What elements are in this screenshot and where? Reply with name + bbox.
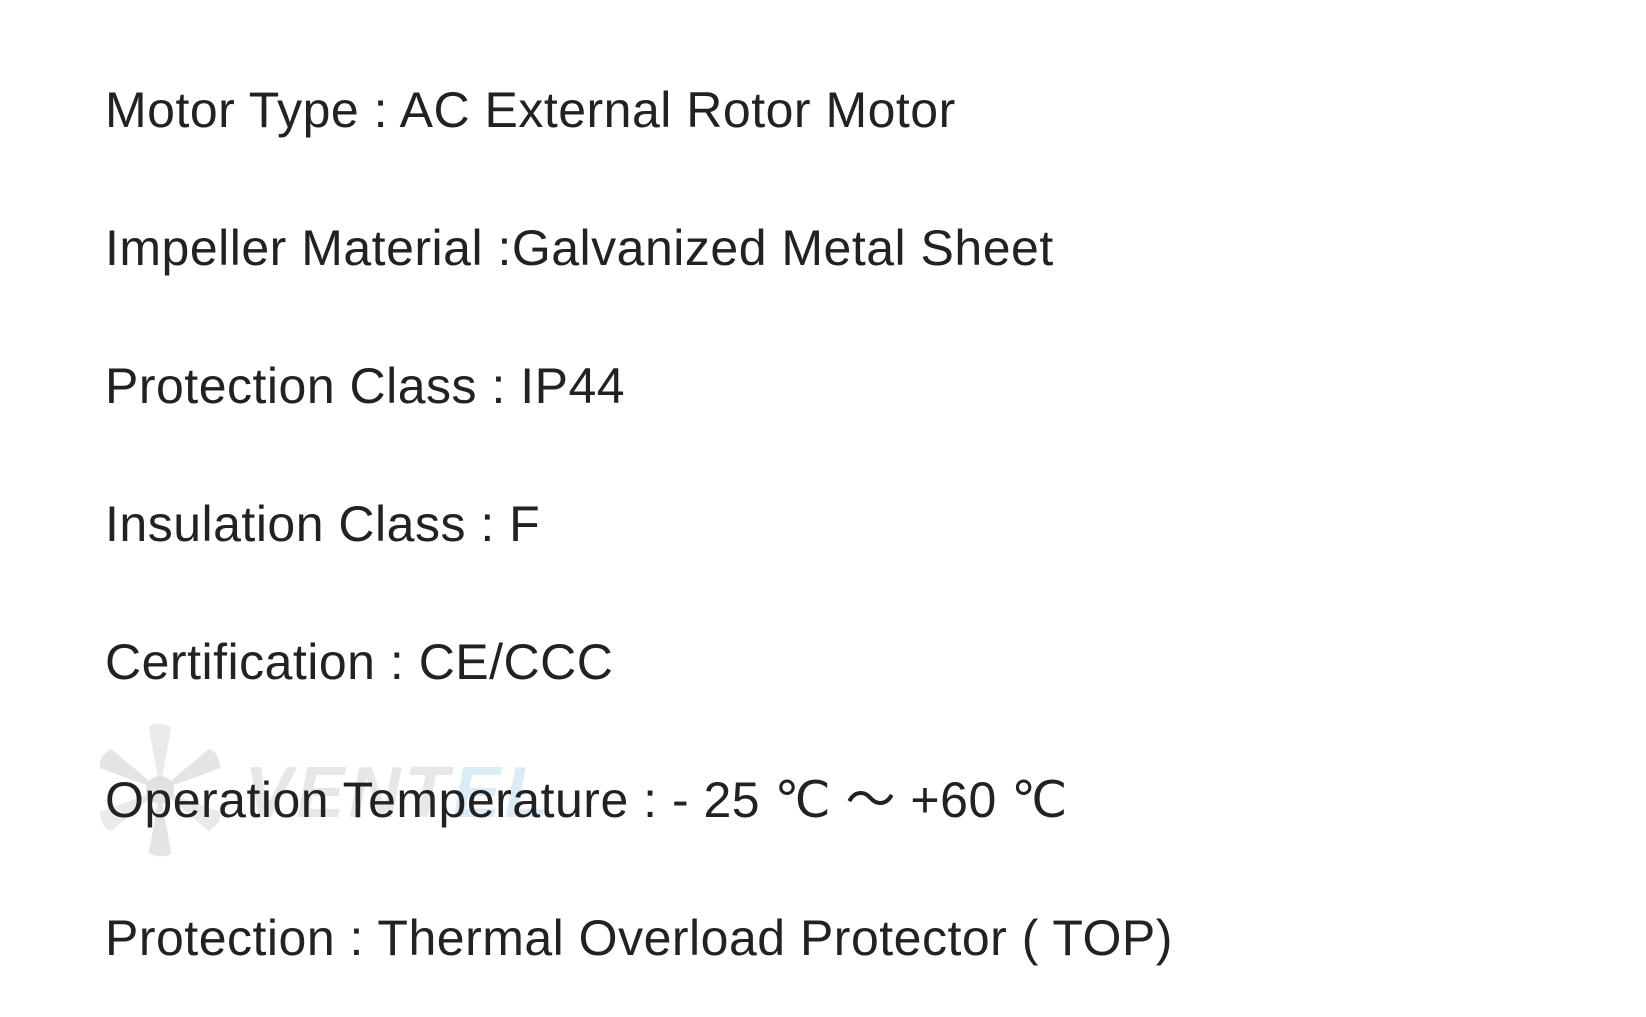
spec-operation-temperature: Operation Temperature : - 25 ℃ ～ +60 ℃ [105,770,1173,830]
spec-value: F [509,496,540,552]
spec-label: Operation Temperature [105,772,629,828]
spec-value: AC External Rotor Motor [400,82,956,138]
spec-sep: : [359,82,399,138]
spec-sep: : [629,772,672,828]
spec-label: Protection Class [105,358,477,414]
spec-value: Thermal Overload Protector ( TOP) [377,910,1172,966]
spec-motor-type: Motor Type : AC External Rotor Motor [105,80,1173,140]
spec-protection-class: Protection Class : IP44 [105,356,1173,416]
spec-value: Galvanized Metal Sheet [512,220,1054,276]
spec-certification: Certification : CE/CCC [105,632,1173,692]
spec-value: - 25 ℃ ～ +60 ℃ [672,772,1068,828]
spec-protection: Protection : Thermal Overload Protector … [105,908,1173,968]
spec-sep: : [466,496,509,552]
spec-value: CE/CCC [419,634,614,690]
spec-label: Certification [105,634,376,690]
spec-sep: : [483,220,512,276]
spec-insulation-class: Insulation Class : F [105,494,1173,554]
spec-label: Insulation Class [105,496,466,552]
spec-sep: : [376,634,419,690]
spec-sep: : [477,358,520,414]
spec-label: Protection [105,910,335,966]
spec-value: IP44 [520,358,625,414]
spec-impeller-material: Impeller Material :Galvanized Metal Shee… [105,218,1173,278]
spec-label: Motor Type [105,82,359,138]
spec-label: Impeller Material [105,220,483,276]
spec-list: Motor Type : AC External Rotor Motor Imp… [105,80,1173,968]
spec-sep: : [335,910,377,966]
